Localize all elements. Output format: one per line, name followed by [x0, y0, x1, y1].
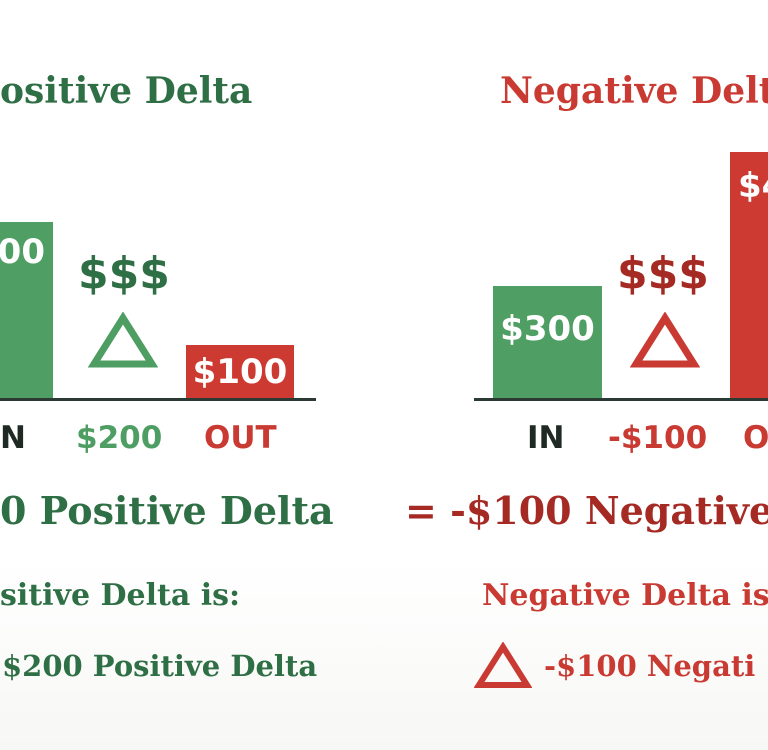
right-out-label: O	[743, 420, 768, 456]
left-out-bar: $100	[186, 345, 294, 399]
left-in-bar-label: 00	[0, 232, 45, 272]
left-out-bar-label: $100	[192, 352, 288, 392]
left-triangle-icon	[88, 312, 158, 368]
right-result: -$100 Negati	[544, 649, 756, 683]
left-delta-label: $200	[76, 420, 163, 456]
right-title: Negative Delt	[500, 70, 768, 112]
right-equation: = -$100 Negative	[405, 488, 768, 533]
left-result: $200 Positive Delta	[2, 649, 318, 683]
left-note: sitive Delta is:	[0, 578, 241, 613]
left-in-label: N	[0, 420, 26, 456]
left-dollars: $$$	[78, 248, 170, 299]
right-delta-label: -$100	[608, 420, 708, 456]
left-in-bar: 00	[0, 222, 53, 399]
left-equation: 0 Positive Delta	[0, 488, 334, 533]
right-baseline	[474, 398, 768, 401]
left-out-label: OUT	[204, 420, 277, 456]
right-dollars: $$$	[617, 248, 709, 299]
left-title: ositive Delta	[0, 70, 253, 112]
right-triangle-icon	[630, 312, 700, 368]
right-out-bar-label: $4	[738, 166, 768, 206]
bottom-triangle-icon	[474, 642, 532, 688]
right-in-bar: $300	[493, 286, 602, 399]
right-out-bar: $4	[730, 152, 768, 399]
left-baseline	[0, 398, 316, 401]
right-in-label: IN	[527, 420, 565, 456]
bottom-background	[0, 560, 768, 750]
right-in-bar-label: $300	[500, 308, 595, 349]
right-note: Negative Delta is	[482, 578, 768, 613]
